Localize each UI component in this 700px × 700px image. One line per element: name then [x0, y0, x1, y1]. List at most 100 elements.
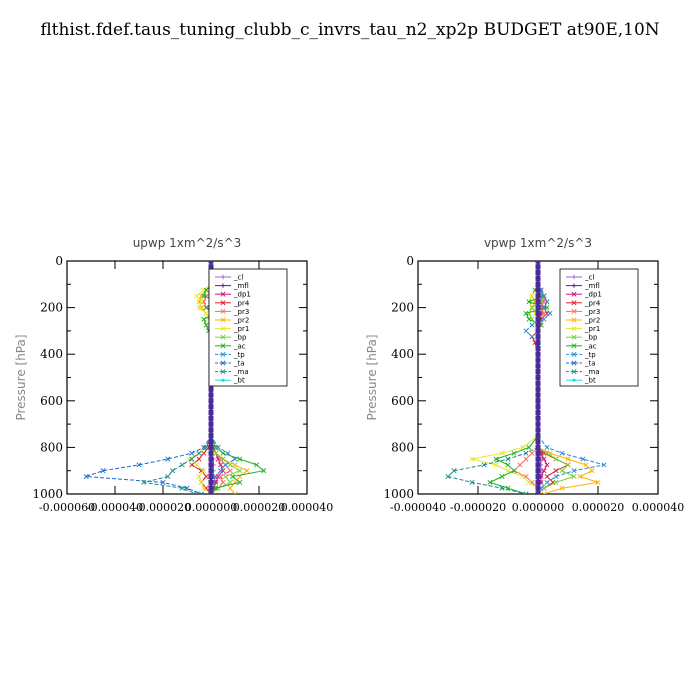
data-point [505, 468, 511, 474]
zero-marker [535, 369, 541, 375]
y-tick-label: 200 [40, 301, 63, 315]
legend-label: _pr2 [584, 317, 600, 325]
data-point [571, 317, 577, 323]
y-axis-label: Pressure [hPa] [14, 334, 28, 420]
zero-marker [535, 462, 541, 468]
zero-marker [535, 491, 541, 494]
data-point [544, 474, 550, 480]
data-point [196, 305, 202, 311]
data-point [523, 491, 529, 494]
zero-marker [535, 380, 541, 386]
data-point [218, 462, 224, 468]
zero-marker [208, 468, 214, 474]
data-point [565, 456, 571, 462]
data-point [559, 468, 565, 474]
data-point [526, 299, 532, 305]
data-point [222, 462, 228, 468]
data-point [165, 456, 171, 462]
data-point [227, 468, 233, 474]
zero-marker [535, 375, 541, 380]
data-point [203, 322, 209, 328]
zero-marker [535, 287, 541, 293]
data-point [220, 317, 226, 323]
zero-marker [535, 340, 541, 346]
legend-label: _ta [233, 360, 245, 368]
zero-marker [535, 261, 541, 264]
zero-marker [208, 474, 214, 480]
legend-label: _cl [584, 274, 594, 282]
zero-marker [535, 310, 541, 316]
data-point [571, 274, 577, 280]
zero-marker [535, 404, 541, 410]
zero-marker [535, 444, 541, 450]
data-point [218, 474, 224, 480]
zero-marker [208, 386, 214, 392]
data-point [544, 479, 550, 485]
zero-marker [208, 264, 214, 270]
data-point [571, 300, 577, 306]
zero-marker [208, 421, 214, 427]
legend-label: _pr4 [584, 299, 601, 307]
data-point [511, 450, 517, 456]
legend-label: _pr3 [584, 308, 600, 316]
data-point [198, 479, 204, 485]
x-tick-label: 0.000020 [572, 501, 625, 514]
legend-label: _bp [584, 334, 598, 342]
data-point [553, 474, 559, 480]
zero-marker [208, 444, 214, 450]
data-point [571, 369, 577, 375]
data-point [261, 468, 267, 474]
data-point [544, 299, 550, 305]
data-point [237, 456, 243, 462]
zero-marker [208, 479, 214, 485]
zero-marker [535, 456, 541, 462]
data-point [179, 485, 185, 491]
data-point [220, 300, 226, 306]
zero-marker [208, 462, 214, 468]
data-point [165, 474, 171, 480]
data-point [553, 479, 559, 485]
data-point [571, 283, 577, 288]
data-point [201, 485, 207, 491]
data-point [220, 450, 226, 456]
zero-marker [535, 398, 541, 404]
data-point [541, 293, 547, 299]
zero-marker [208, 456, 214, 462]
data-point [220, 479, 226, 485]
data-point [179, 462, 185, 468]
data-point [170, 468, 176, 474]
y-tick-label: 400 [40, 347, 63, 361]
zero-marker [535, 485, 541, 491]
legend-label: _ma [584, 368, 600, 376]
x-tick-label: 0.000000 [512, 501, 565, 514]
data-point [232, 456, 238, 462]
zero-marker [535, 450, 541, 456]
series-pr1 [469, 261, 541, 494]
data-point [203, 287, 209, 293]
data-point [220, 351, 226, 357]
zero-marker [535, 439, 541, 445]
zero-marker [208, 433, 214, 439]
data-point [225, 450, 231, 456]
data-point [227, 479, 233, 485]
zero-marker [208, 415, 214, 421]
data-point [505, 462, 511, 468]
data-point [493, 462, 499, 468]
zero-marker [535, 357, 541, 363]
data-point [529, 305, 535, 311]
data-point [198, 491, 204, 494]
data-point [445, 474, 451, 480]
data-point [220, 456, 226, 462]
legend-label: _mfl [233, 282, 249, 290]
data-point [499, 450, 505, 456]
data-point [571, 291, 577, 297]
data-point [523, 328, 529, 334]
data-point [201, 468, 207, 474]
data-point [523, 450, 529, 456]
plot-title: vpwp 1xm^2/s^3 [484, 236, 592, 250]
data-point [218, 468, 224, 474]
y-tick-label: 400 [391, 347, 414, 361]
data-point [523, 456, 529, 462]
data-point [544, 450, 550, 456]
data-point [577, 474, 583, 480]
